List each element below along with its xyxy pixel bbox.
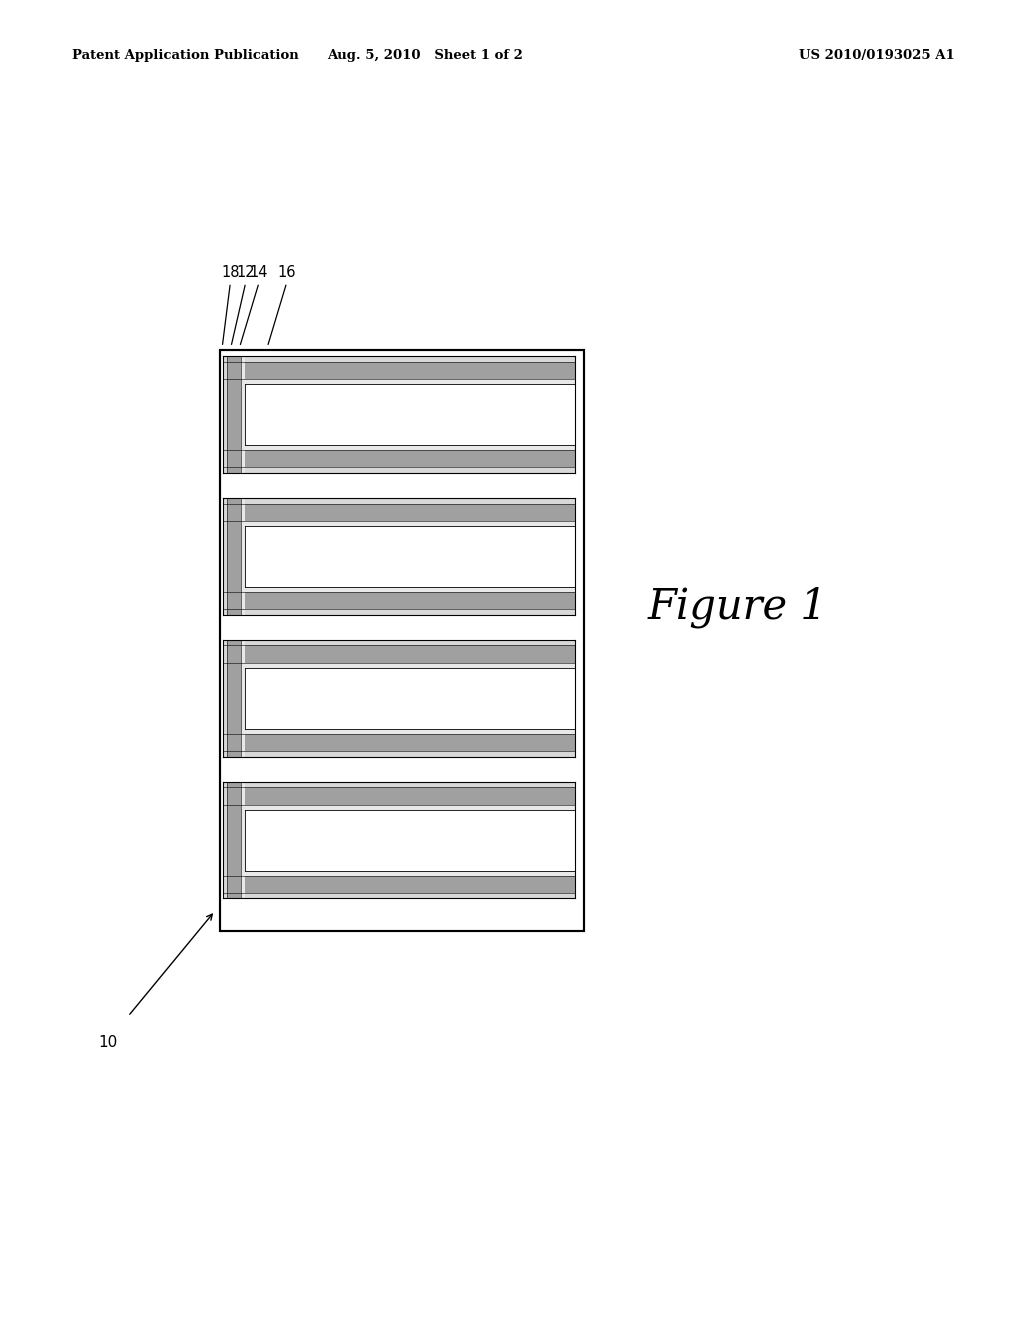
Bar (223, 645, 575, 663)
Bar (223, 876, 575, 894)
Bar (223, 871, 575, 876)
Text: Aug. 5, 2010   Sheet 1 of 2: Aug. 5, 2010 Sheet 1 of 2 (327, 49, 523, 62)
Bar (223, 610, 575, 615)
Text: 10: 10 (98, 1035, 117, 1051)
Bar (245, 384, 575, 445)
Bar (220, 350, 584, 931)
Bar (223, 356, 575, 362)
Bar (223, 503, 575, 520)
Bar (223, 781, 227, 899)
Bar (223, 498, 575, 503)
Bar (223, 356, 227, 473)
Bar (223, 498, 227, 615)
Bar (223, 445, 575, 450)
Bar (223, 640, 575, 645)
Bar (245, 809, 575, 871)
Bar (223, 781, 575, 787)
Bar (220, 350, 584, 931)
Bar (223, 593, 575, 610)
Text: 12: 12 (237, 265, 255, 280)
Bar (223, 894, 575, 899)
Bar (223, 640, 227, 756)
Bar (245, 668, 575, 729)
Text: US 2010/0193025 A1: US 2010/0193025 A1 (799, 49, 954, 62)
Bar (223, 520, 575, 525)
Bar (227, 498, 241, 615)
Text: Figure 1: Figure 1 (647, 586, 827, 628)
Bar (241, 356, 245, 473)
Bar (223, 450, 575, 467)
Bar (227, 640, 241, 756)
Bar (241, 781, 245, 899)
Bar (227, 356, 241, 473)
Bar (241, 640, 245, 756)
Bar (223, 362, 575, 379)
Bar (223, 587, 575, 593)
Bar (223, 734, 575, 751)
Text: Patent Application Publication: Patent Application Publication (72, 49, 298, 62)
Text: 18: 18 (221, 265, 240, 280)
Bar (223, 379, 575, 384)
Bar (241, 498, 245, 615)
Bar (227, 781, 241, 899)
Text: 16: 16 (278, 265, 296, 280)
Bar (223, 467, 575, 473)
Bar (223, 751, 575, 756)
Bar (223, 805, 575, 810)
Bar (245, 525, 575, 587)
Bar (223, 729, 575, 734)
Text: 14: 14 (250, 265, 268, 280)
Bar (223, 663, 575, 668)
Bar (223, 787, 575, 805)
